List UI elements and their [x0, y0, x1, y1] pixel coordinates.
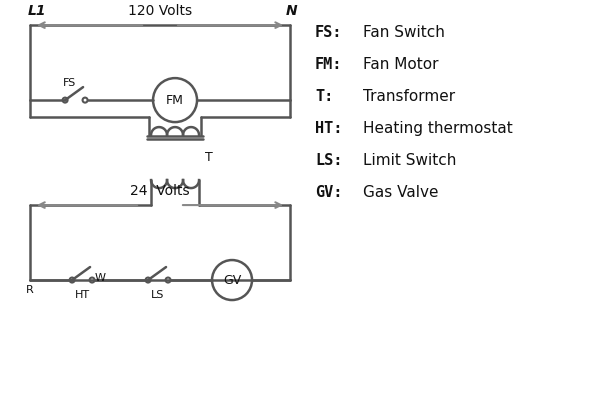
Text: T:: T: — [315, 89, 333, 104]
Text: FM:: FM: — [315, 57, 342, 72]
Text: Heating thermostat: Heating thermostat — [363, 121, 513, 136]
Text: HT:: HT: — [315, 121, 342, 136]
Text: FS: FS — [63, 78, 76, 88]
Text: Fan Motor: Fan Motor — [363, 57, 438, 72]
Text: T: T — [205, 151, 213, 164]
Text: 24  Volts: 24 Volts — [130, 184, 190, 198]
Text: W: W — [95, 273, 106, 283]
Text: N: N — [286, 4, 297, 18]
Text: Transformer: Transformer — [363, 89, 455, 104]
Text: 120 Volts: 120 Volts — [128, 4, 192, 18]
Text: FS:: FS: — [315, 25, 342, 40]
Text: HT: HT — [74, 290, 90, 300]
Text: L1: L1 — [28, 4, 47, 18]
Text: Fan Switch: Fan Switch — [363, 25, 445, 40]
Text: GV: GV — [223, 274, 241, 286]
Text: FM: FM — [166, 94, 184, 107]
Text: GV:: GV: — [315, 185, 342, 200]
Text: R: R — [26, 285, 34, 295]
Text: Gas Valve: Gas Valve — [363, 185, 438, 200]
Text: LS: LS — [152, 290, 165, 300]
Text: Limit Switch: Limit Switch — [363, 153, 456, 168]
Text: LS:: LS: — [315, 153, 342, 168]
